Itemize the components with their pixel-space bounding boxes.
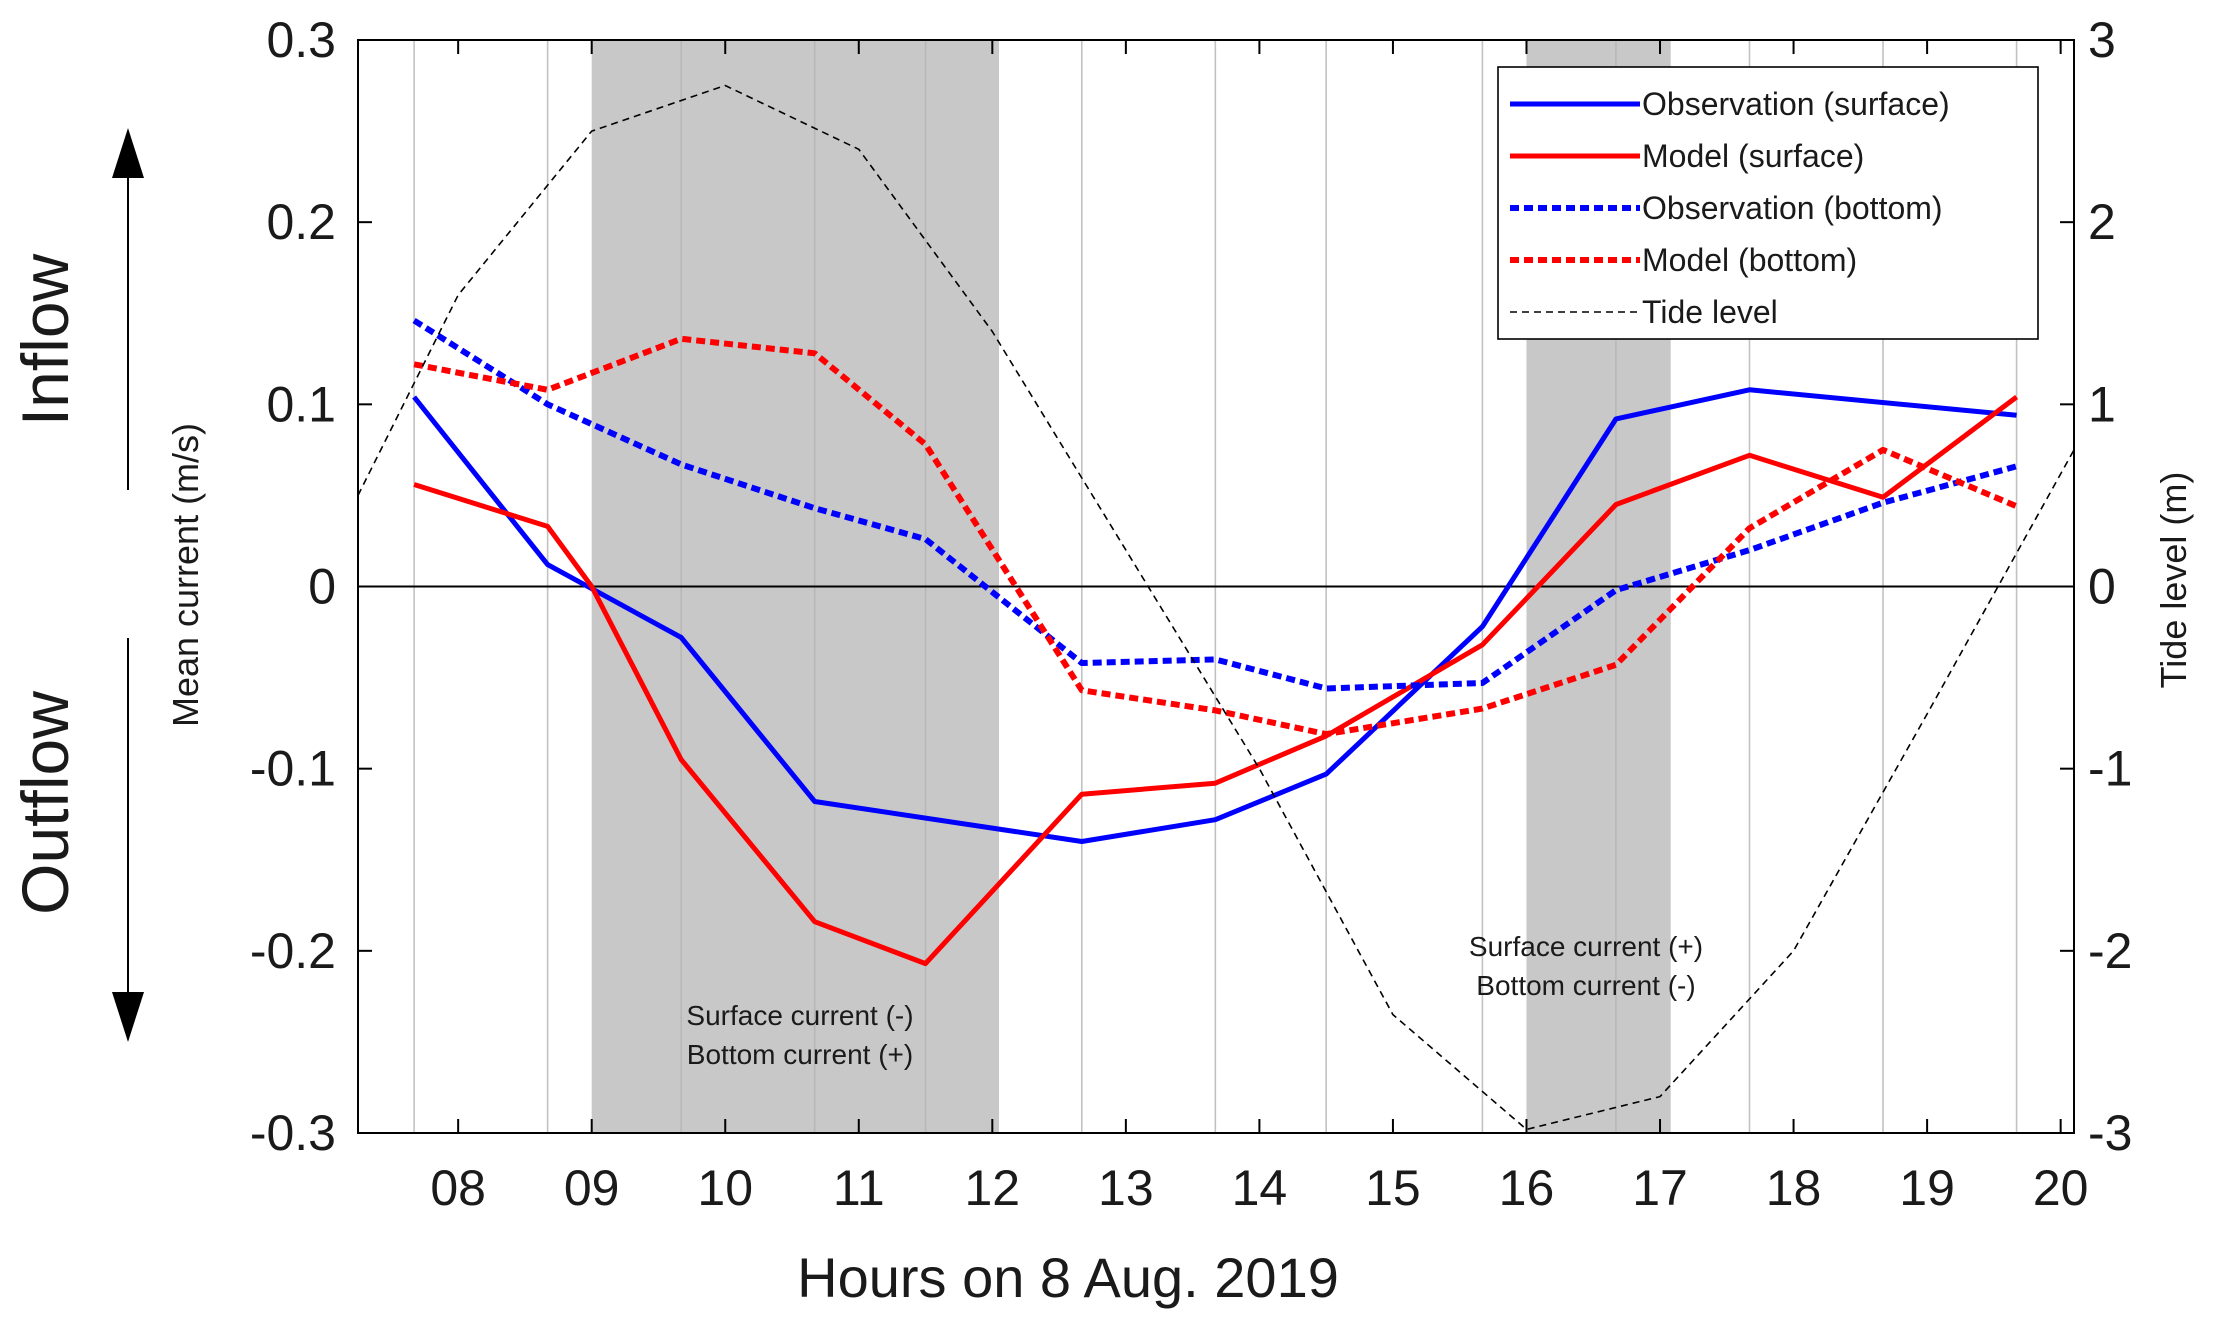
series-tide-level <box>357 84 2075 1131</box>
x-tick-label: 09 <box>564 1160 620 1216</box>
region-annotation-line: Surface current (+) <box>1469 931 1703 962</box>
x-tick-label: 18 <box>1766 1160 1822 1216</box>
y2-tick-label: 0 <box>2088 559 2116 615</box>
legend: Observation (surface) Model (surface) Obse… <box>1497 66 2039 340</box>
x-tick-label: 11 <box>833 1160 885 1216</box>
legend-label: Observation (surface) <box>1642 86 1950 122</box>
y-tick-label: 0.3 <box>266 12 336 68</box>
inflow-indicator: Inflow <box>8 128 144 490</box>
region-annotation-line: Surface current (-) <box>686 1000 913 1031</box>
inflow-arrow-head <box>112 128 144 178</box>
x-tick-label: 19 <box>1899 1160 1955 1216</box>
y2-tick-label: -3 <box>2088 1105 2132 1161</box>
y-tick-label: -0.3 <box>250 1105 336 1161</box>
x-tick-label: 16 <box>1499 1160 1555 1216</box>
series-observation-surface <box>412 387 2017 844</box>
x-tick-label: 08 <box>430 1160 486 1216</box>
x-axis-title: Hours on 8 Aug. 2019 <box>797 1246 1339 1309</box>
legend-label: Model (surface) <box>1642 138 1864 174</box>
x-tick-label: 15 <box>1365 1160 1421 1216</box>
inflow-label: Inflow <box>8 253 82 426</box>
y2-tick-label: 1 <box>2088 376 2116 432</box>
y-tick-label: -0.1 <box>250 741 336 797</box>
outflow-indicator: Outflow <box>8 638 144 1042</box>
y-tick-label: 0.2 <box>266 194 336 250</box>
legend-label: Model (bottom) <box>1642 242 1857 278</box>
legend-label: Tide level <box>1642 294 1778 330</box>
y-tick-label: -0.2 <box>250 923 336 979</box>
y2-tick-label: -2 <box>2088 923 2132 979</box>
x-tick-label: 20 <box>2033 1160 2089 1216</box>
legend-label: Observation (bottom) <box>1642 190 1943 226</box>
y2-tick-label: 2 <box>2088 194 2116 250</box>
axis-ticks: 08 09 10 11 12 13 14 15 16 17 18 19 20-0.3-0.2-0.100… <box>250 12 2133 1216</box>
x-tick-label: 13 <box>1098 1160 1154 1216</box>
y-axis-title: Mean current (m/s) <box>165 423 206 727</box>
x-tick-label: 12 <box>965 1160 1021 1216</box>
region-annotations: Surface current (-) Bottom current (+) Sur… <box>686 931 1703 1070</box>
y2-axis-title: Tide level (m) <box>2153 472 2194 689</box>
y2-tick-label: 3 <box>2088 12 2116 68</box>
y-tick-label: 0 <box>308 559 336 615</box>
series-model-bottom <box>413 335 2018 738</box>
data-series <box>357 84 2075 1131</box>
x-tick-label: 10 <box>697 1160 753 1216</box>
region-annotation-line: Bottom current (-) <box>1476 970 1695 1001</box>
region-annotation-line: Bottom current (+) <box>687 1039 913 1070</box>
x-tick-label: 14 <box>1232 1160 1288 1216</box>
x-tick-label: 17 <box>1632 1160 1688 1216</box>
legend-box <box>1497 66 2039 340</box>
outflow-arrow-head <box>112 992 144 1042</box>
y2-tick-label: -1 <box>2088 741 2132 797</box>
outflow-label: Outflow <box>8 691 82 915</box>
series-model-surface <box>413 395 2019 967</box>
y-tick-label: 0.1 <box>266 376 336 432</box>
